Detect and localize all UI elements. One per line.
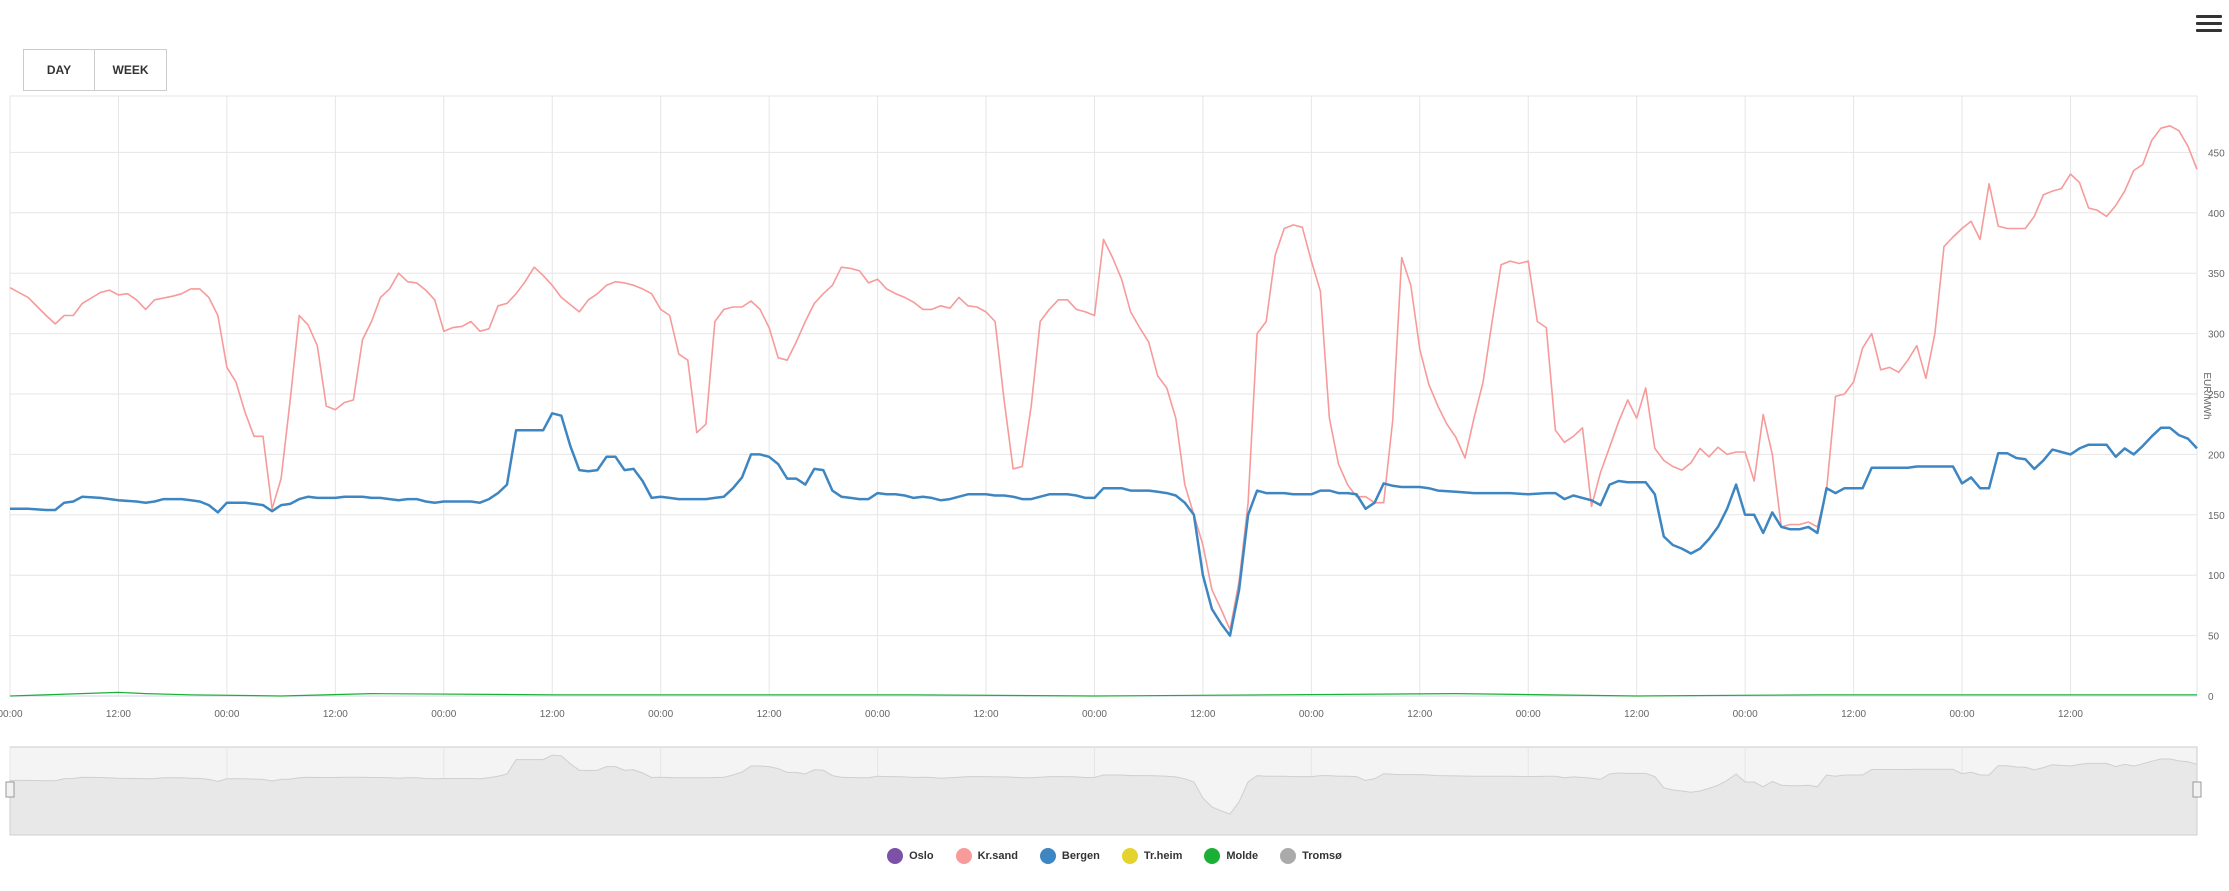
y-tick-label: 100 [2208, 571, 2225, 582]
navigator-handle-left[interactable] [5, 781, 15, 798]
legend-label: Bergen [1061, 850, 1100, 862]
x-tick-label: 12:00 [1841, 709, 1866, 720]
x-tick-label: 00:00 [431, 709, 456, 720]
x-tick-label: 00:00 [1950, 709, 1975, 720]
day-button[interactable]: DAY [23, 49, 95, 91]
navigator-series [9, 754, 2198, 836]
legend-marker [1121, 848, 1138, 864]
x-tick-label: 12:00 [323, 709, 348, 720]
week-button[interactable]: WEEK [95, 49, 167, 91]
y-tick-label: 300 [2208, 330, 2225, 341]
x-tick-label: 12:00 [106, 709, 131, 720]
legend-item-troms[interactable]: Tromsø [1280, 848, 1342, 864]
legend-label: Tr.heim [1143, 850, 1183, 862]
legend-marker [1204, 848, 1221, 864]
x-tick-label: 00:00 [1299, 709, 1324, 720]
chart-legend: Oslo Kr.sand Bergen Tr.heim Molde Tromsø [0, 848, 2229, 864]
legend-label: Oslo [909, 850, 934, 862]
y-axis-title: EUR/MWh [2201, 372, 2212, 419]
x-tick-label: 12:00 [1407, 709, 1432, 720]
legend-marker [1280, 848, 1297, 864]
x-tick-label: 00:00 [865, 709, 890, 720]
legend-item-trheim[interactable]: Tr.heim [1121, 848, 1183, 864]
x-tick-label: 12:00 [540, 709, 565, 720]
legend-item-oslo[interactable]: Oslo [887, 848, 934, 864]
series-line-molde [9, 691, 2197, 697]
series-line-bergen [10, 412, 2198, 637]
legend-label: Molde [1226, 850, 1259, 862]
legend-item-krsand[interactable]: Kr.sand [955, 848, 1018, 864]
context-menu-icon[interactable] [2196, 12, 2222, 36]
x-tick-label: 12:00 [1190, 709, 1215, 720]
legend-item-molde[interactable]: Molde [1204, 848, 1258, 864]
navigator-handle-right[interactable] [2192, 781, 2202, 798]
x-tick-label: 00:00 [648, 709, 673, 720]
legend-label: Kr.sand [977, 850, 1018, 862]
y-tick-label: 50 [2208, 632, 2220, 643]
legend-label: Tromsø [1302, 850, 1342, 862]
series-line-krsand [9, 125, 2198, 631]
x-tick-label: 00:00 [214, 709, 239, 720]
x-tick-label: 00:00 [1516, 709, 1541, 720]
x-tick-label: 00:00 [1733, 709, 1758, 720]
y-tick-label: 450 [2208, 148, 2225, 159]
plot-area [9, 95, 2198, 697]
y-tick-label: 350 [2208, 269, 2225, 280]
y-tick-label: 400 [2208, 209, 2225, 220]
legend-marker [1039, 848, 1056, 864]
x-tick-label: 00:00 [0, 709, 23, 720]
y-tick-label: 0 [2208, 692, 2214, 703]
y-tick-label: 200 [2208, 450, 2225, 461]
legend-marker [955, 848, 972, 864]
x-tick-label: 12:00 [1624, 709, 1649, 720]
legend-item-bergen[interactable]: Bergen [1039, 848, 1100, 864]
range-selector: DAY WEEK [23, 49, 167, 91]
x-tick-label: 12:00 [974, 709, 999, 720]
legend-marker [887, 848, 904, 864]
y-tick-label: 150 [2208, 511, 2225, 522]
x-tick-label: 12:00 [2058, 709, 2083, 720]
y-tick-label: 250 [2208, 390, 2225, 401]
x-tick-label: 12:00 [757, 709, 782, 720]
x-tick-label: 00:00 [1082, 709, 1107, 720]
